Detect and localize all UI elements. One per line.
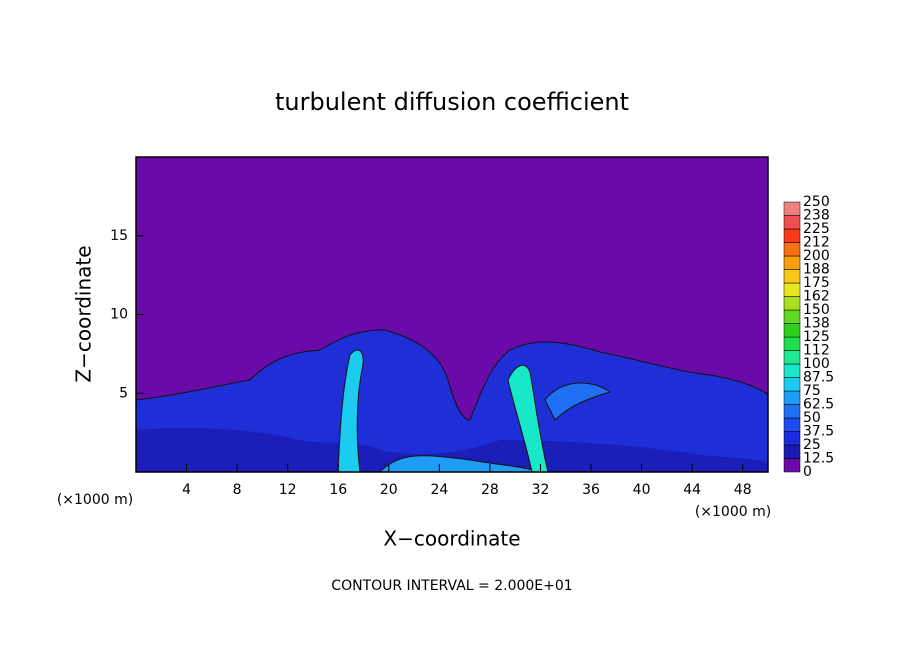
x-unit-label: (×1000 m) [57,492,133,508]
colorbar-label: 87.5 [803,370,834,386]
colorbar-label: 75 [803,383,821,399]
colorbar-box [783,282,801,297]
colorbar-box [783,323,801,338]
field-plume [378,455,541,473]
colorbar-box [783,417,801,432]
colorbar-label: 125 [803,329,830,345]
y-axis-label: Z−coordinate [72,245,96,382]
field-plume [507,364,549,473]
field-plume [544,382,612,421]
y-tick-label: 15 [110,228,128,244]
chart-title: turbulent diffusion coefficient [275,88,629,116]
x-tick-label: 28 [481,482,499,498]
colorbar-box [783,255,801,270]
y-tick-label: 5 [119,385,128,401]
colorbar-box [783,458,801,473]
y-tick-label: 10 [110,307,128,323]
colorbar-box [783,350,801,365]
colorbar-label: 175 [803,275,830,291]
x-axis-label: X−coordinate [383,527,520,551]
x-tick-label: 24 [430,482,448,498]
colorbar-label: 250 [803,194,830,210]
colorbar-label: 50 [803,410,821,426]
colorbar-box [783,404,801,419]
colorbar-label: 37.5 [803,424,834,440]
colorbar-box [783,215,801,230]
x-tick-label: 44 [683,482,701,498]
field-region [135,329,769,473]
field-region [136,428,768,472]
colorbar-label: 62.5 [803,397,834,413]
field-plume [337,349,364,473]
colorbar-box [783,363,801,378]
colorbar-label: 188 [803,262,830,278]
colorbar-box [783,201,801,216]
colorbar-label: 162 [803,289,830,305]
colorbar-box [783,390,801,405]
x-tick-label: 8 [233,482,242,498]
colorbar-box [783,228,801,243]
colorbar-label: 200 [803,248,830,264]
colorbar-box [783,431,801,446]
colorbar-box [783,242,801,257]
x-unit-label: (×1000 m) [695,504,771,520]
colorbar-label: 238 [803,208,830,224]
colorbar-label: 12.5 [803,451,834,467]
colorbar-label: 0 [803,464,812,480]
colorbar-label: 112 [803,343,830,359]
colorbar-label: 225 [803,221,830,237]
colorbar-label: 212 [803,235,830,251]
contour-note: CONTOUR INTERVAL = 2.000E+01 [331,578,572,594]
colorbar-label: 25 [803,437,821,453]
colorbar-box [783,296,801,311]
x-tick-label: 36 [582,482,600,498]
colorbar-box [783,444,801,459]
colorbar-box [783,377,801,392]
x-tick-label: 32 [532,482,550,498]
colorbar-box [783,309,801,324]
field [135,156,769,473]
colorbar-box [783,269,801,284]
x-tick-label: 16 [329,482,347,498]
x-tick-label: 4 [182,482,191,498]
colorbar-label: 100 [803,356,830,372]
x-tick-label: 12 [279,482,297,498]
x-tick-label: 20 [380,482,398,498]
colorbar-box [783,336,801,351]
colorbar-label: 138 [803,316,830,332]
colorbar-label: 150 [803,302,830,318]
x-tick-label: 48 [734,482,752,498]
x-tick-label: 40 [633,482,651,498]
